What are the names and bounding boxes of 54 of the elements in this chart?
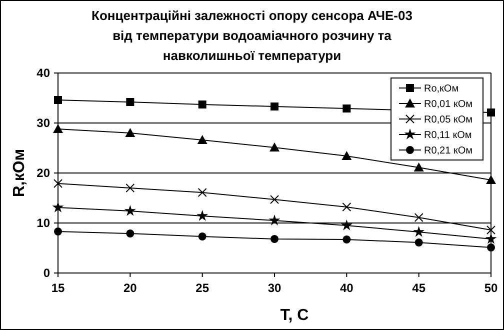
y-tick-label: 40 <box>36 66 50 80</box>
point <box>126 184 135 192</box>
point <box>126 98 134 106</box>
point <box>54 228 62 236</box>
point <box>197 135 208 144</box>
point <box>270 142 280 152</box>
chart-title: Концентраційні залежності опору сенсора АЧЕ-03 від температури водоаміачного розчину та навколишньої температури <box>92 8 412 63</box>
point <box>342 236 351 244</box>
legend-label: R0,11 кОм <box>424 130 472 141</box>
point <box>125 128 136 137</box>
point <box>198 188 207 197</box>
point <box>487 244 495 252</box>
x-axis-title: T, C <box>280 307 310 324</box>
point <box>198 100 206 108</box>
point <box>196 210 208 221</box>
legend-label: R0,21 кОм <box>424 146 473 156</box>
point <box>486 175 496 184</box>
legend-label: R0,05 кОм <box>424 114 473 126</box>
point <box>270 235 278 243</box>
point <box>54 179 62 188</box>
point <box>340 220 352 230</box>
x-tick-label: 50 <box>484 281 498 295</box>
x-tick-label: 45 <box>412 281 426 295</box>
y-tick-label: 0 <box>43 266 50 280</box>
point <box>53 124 63 133</box>
x-tick-label: 25 <box>196 281 210 295</box>
y-tick-label: 10 <box>36 216 50 230</box>
point <box>485 233 497 244</box>
y-axis-title: R,кОм <box>11 148 28 198</box>
point <box>270 195 279 204</box>
point <box>486 226 496 234</box>
point <box>198 232 206 240</box>
point <box>413 226 425 237</box>
point <box>487 108 495 116</box>
point <box>342 151 352 160</box>
x-tick-label: 20 <box>123 281 138 295</box>
point <box>414 238 423 246</box>
legend-label: R0,01 кОм <box>424 99 473 110</box>
point <box>342 202 352 212</box>
point <box>124 205 136 216</box>
point <box>342 104 351 112</box>
y-tick-label: 30 <box>36 116 50 130</box>
point <box>52 202 64 212</box>
point <box>126 230 134 238</box>
x-tick-label: 30 <box>268 281 282 295</box>
legend-label: Ro,кОм <box>424 84 459 94</box>
point <box>268 214 280 226</box>
point <box>54 96 62 104</box>
x-tick-label: 40 <box>340 281 354 295</box>
y-tick-label: 20 <box>36 166 50 180</box>
point <box>270 102 278 110</box>
point <box>414 162 424 172</box>
x-tick-label: 15 <box>51 281 65 295</box>
point <box>414 213 424 222</box>
